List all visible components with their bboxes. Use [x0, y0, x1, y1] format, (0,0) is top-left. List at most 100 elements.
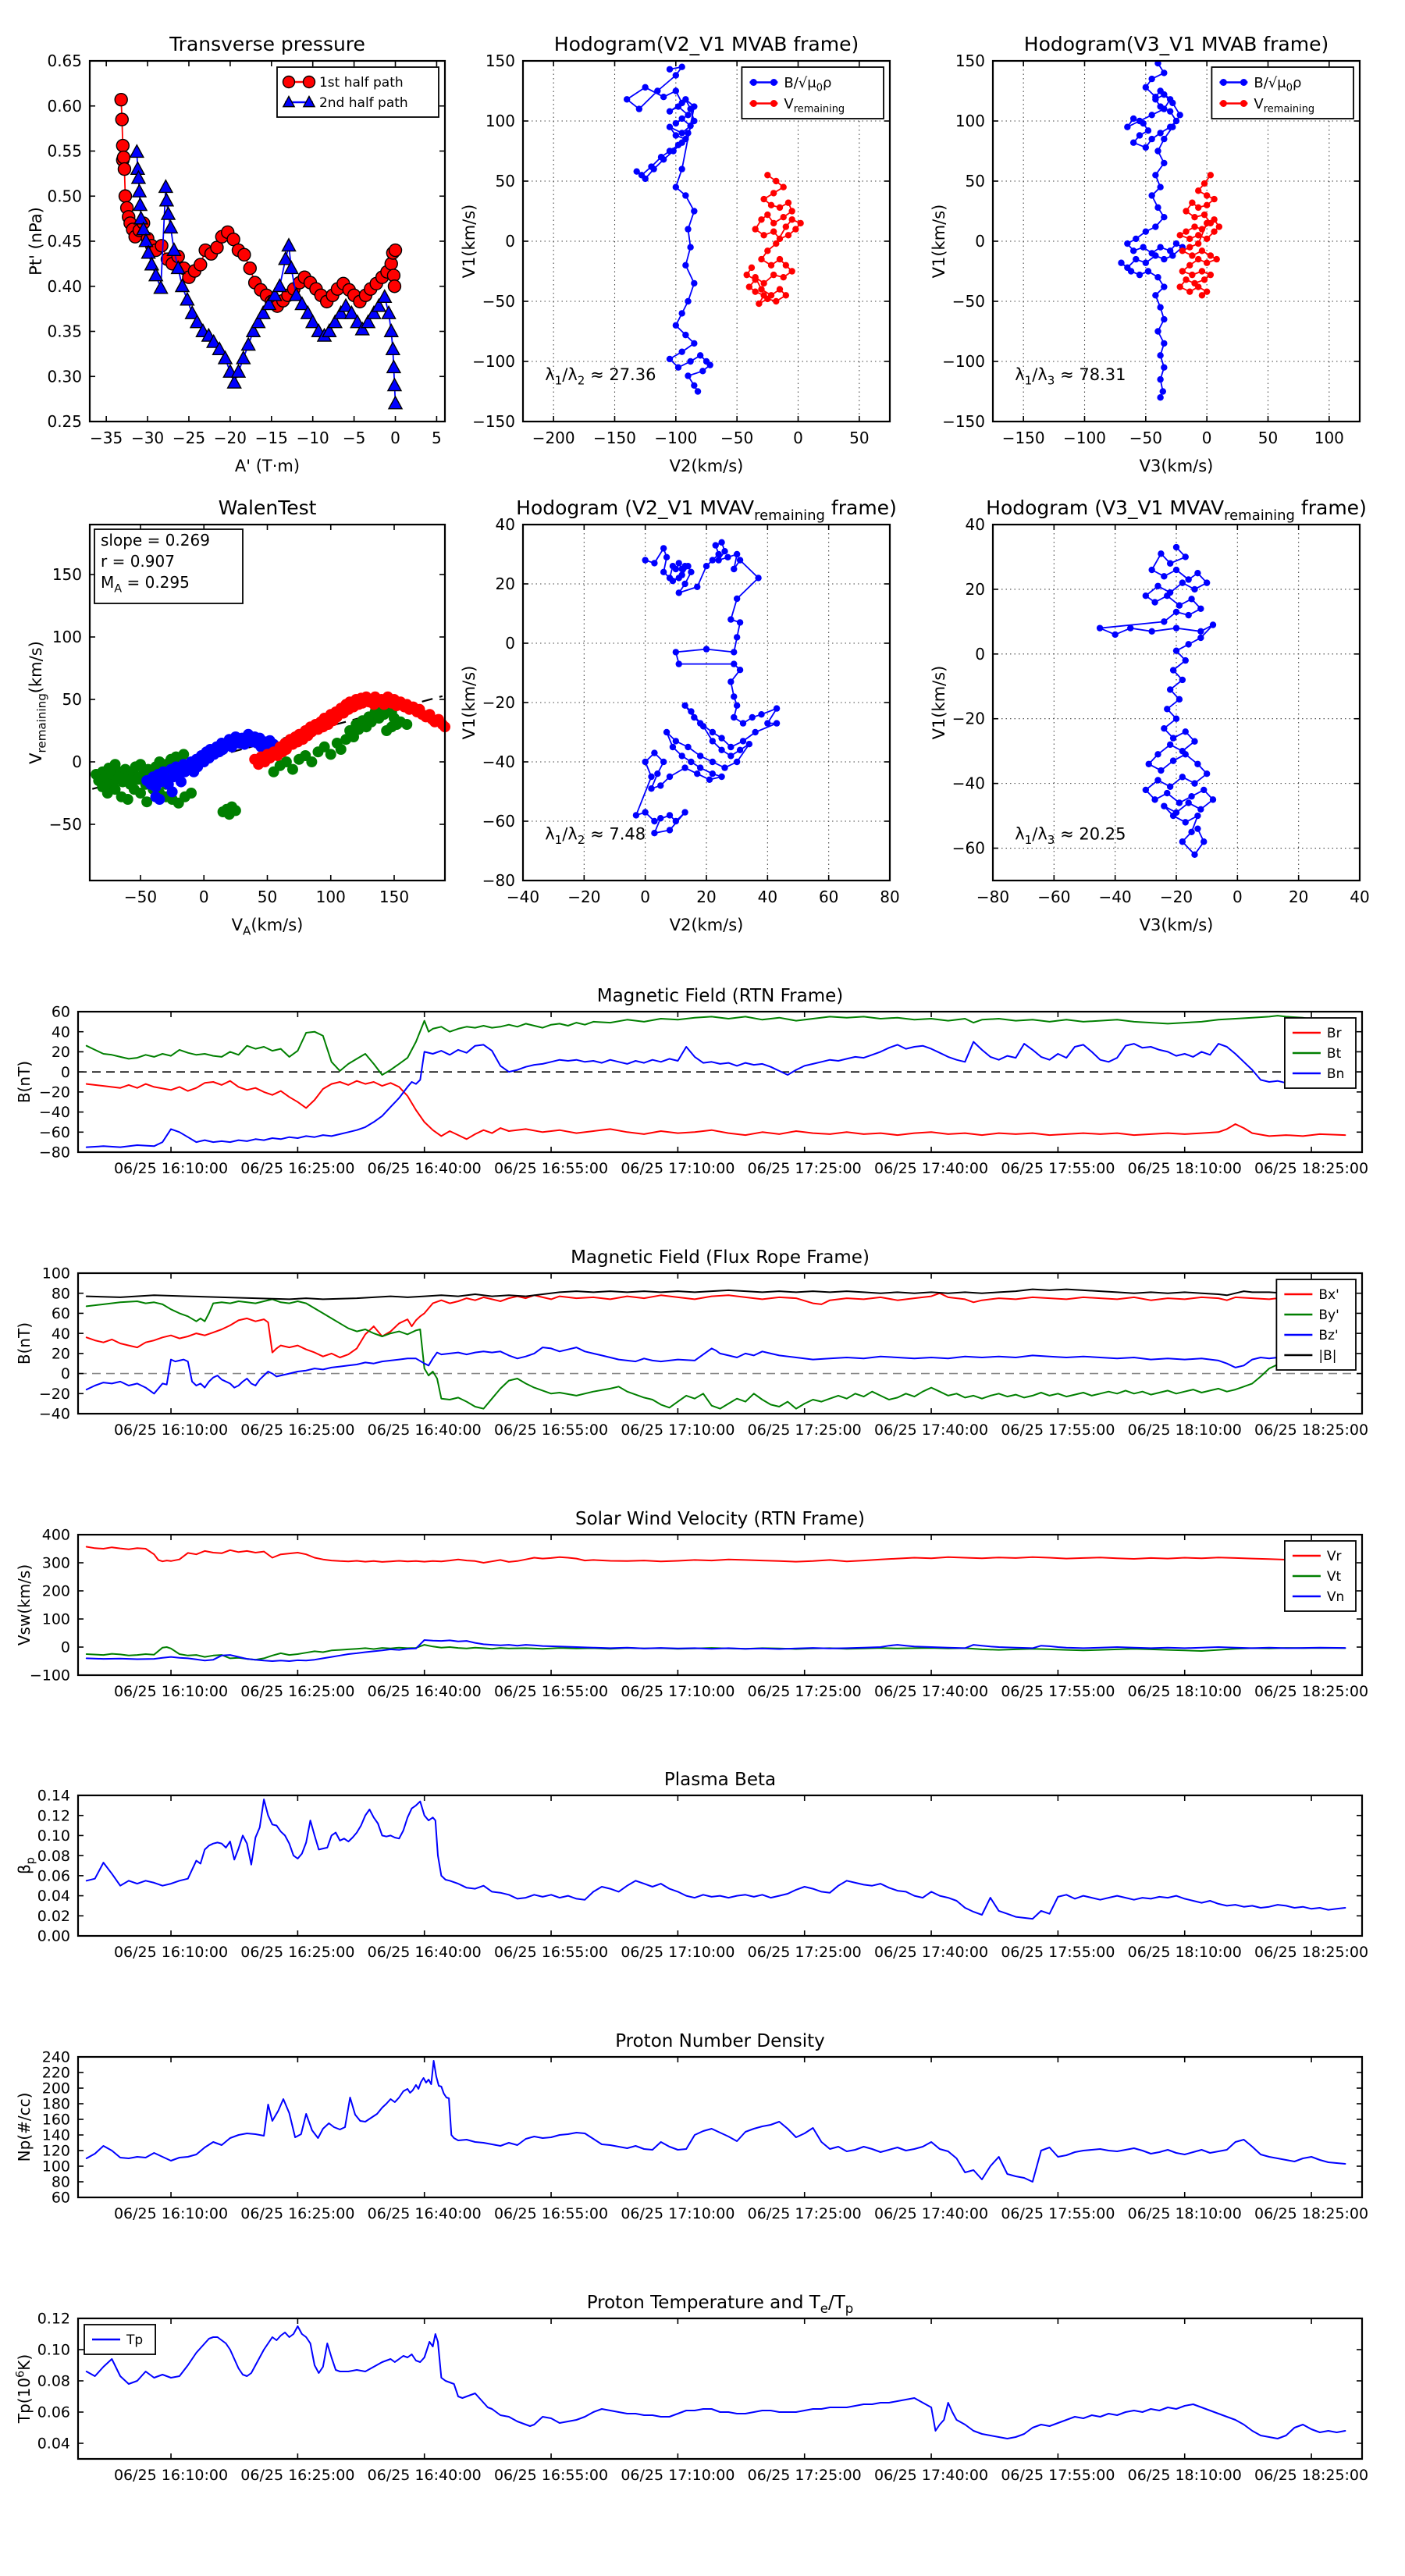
- svg-text:06/25 18:10:00: 06/25 18:10:00: [1128, 1160, 1242, 1177]
- svg-text:06/25 17:10:00: 06/25 17:10:00: [621, 1421, 735, 1439]
- svg-text:0.12: 0.12: [37, 2311, 70, 2328]
- svg-text:0: 0: [61, 1365, 70, 1382]
- svg-text:−20: −20: [39, 1386, 70, 1403]
- svg-text:220: 220: [42, 2065, 70, 2082]
- svg-text:80: 80: [52, 1285, 70, 1302]
- svg-text:180: 180: [42, 2096, 70, 2113]
- svg-text:06/25 17:55:00: 06/25 17:55:00: [1001, 2467, 1115, 2484]
- svg-text:λ1/λ2 ≈ 7.48: λ1/λ2 ≈ 7.48: [545, 825, 646, 848]
- svg-text:Vsw(km/s): Vsw(km/s): [15, 1564, 34, 1646]
- svg-text:A' (T·m): A' (T·m): [235, 457, 300, 475]
- svg-text:40: 40: [52, 1325, 70, 1343]
- svg-text:06/25 16:40:00: 06/25 16:40:00: [368, 1944, 482, 1961]
- svg-text:−40: −40: [507, 888, 539, 906]
- svg-text:06/25 17:40:00: 06/25 17:40:00: [874, 2467, 988, 2484]
- svg-text:−50: −50: [1129, 429, 1162, 447]
- svg-text:06/25 18:25:00: 06/25 18:25:00: [1254, 1421, 1368, 1439]
- svg-text:06/25 17:40:00: 06/25 17:40:00: [874, 1683, 988, 1700]
- svg-text:06/25 16:10:00: 06/25 16:10:00: [114, 2205, 228, 2222]
- panel-plasma-beta: 06/25 16:10:00 06/25 16:25:00 06/25 16:40:…: [4, 1758, 1405, 2000]
- svg-text:0.00: 0.00: [37, 1928, 70, 1945]
- svg-text:160: 160: [42, 2112, 70, 2129]
- svg-text:V3(km/s): V3(km/s): [1140, 916, 1214, 934]
- panel-hodogram-v2v1-mvab: −200 −150 −100 −50 0 50 −150 −100 −50 0 50 100 150 Ho…: [449, 23, 935, 486]
- svg-text:60: 60: [52, 1305, 70, 1322]
- svg-text:−40: −40: [39, 1406, 70, 1423]
- svg-text:50: 50: [966, 172, 985, 190]
- panel-transverse-pressure: −35 −30 −25 −20 −15 −10 −5 0 5 0.25 0.30 0.35 0.40 0.…: [16, 23, 490, 486]
- svg-text:06/25 16:25:00: 06/25 16:25:00: [240, 2205, 354, 2222]
- svg-text:Vremaining: Vremaining: [784, 96, 845, 116]
- svg-text:Vn: Vn: [1327, 1589, 1344, 1605]
- panel-solar-wind-velocity: 06/25 16:10:00 06/25 16:25:00 06/25 16:40:…: [4, 1497, 1405, 1739]
- svg-text:06/25 18:10:00: 06/25 18:10:00: [1128, 1944, 1242, 1961]
- svg-text:0.30: 0.30: [47, 367, 82, 386]
- svg-text:06/25 16:40:00: 06/25 16:40:00: [368, 1683, 482, 1700]
- svg-text:0.06: 0.06: [37, 1868, 70, 1885]
- svg-text:0: 0: [640, 888, 650, 906]
- svg-text:Vremaining: Vremaining: [1254, 96, 1314, 116]
- svg-text:150: 150: [52, 565, 82, 584]
- svg-text:20: 20: [52, 1346, 70, 1363]
- svg-text:120: 120: [42, 2143, 70, 2160]
- panel-proton-number-density: 06/25 16:10:00 06/25 16:25:00 06/25 16:40:…: [4, 2019, 1405, 2261]
- svg-text:20: 20: [696, 888, 716, 906]
- svg-text:−40: −40: [482, 753, 515, 771]
- svg-text:100: 100: [1314, 429, 1344, 447]
- svg-text:06/25 16:40:00: 06/25 16:40:00: [368, 2205, 482, 2222]
- svg-text:Bz': Bz': [1318, 1328, 1338, 1343]
- svg-text:100: 100: [42, 1611, 70, 1628]
- svg-text:V1(km/s): V1(km/s): [460, 205, 478, 279]
- panel-hodogram-v3v1-mvab: −150 −100 −50 0 50 100 −150 −100 −50 0 50 100 150 Hod…: [919, 23, 1405, 486]
- svg-text:100: 100: [486, 112, 515, 130]
- svg-text:Br: Br: [1327, 1026, 1342, 1041]
- svg-text:0.06: 0.06: [37, 2404, 70, 2421]
- svg-text:−40: −40: [1099, 888, 1132, 906]
- svg-text:0.25: 0.25: [47, 412, 82, 431]
- svg-text:−150: −150: [593, 429, 636, 447]
- panel-magnetic-field-rtn: 06/25 16:10:00 06/25 16:25:00 06/25 16:40:…: [4, 974, 1405, 1216]
- svg-text:0.10: 0.10: [37, 2342, 70, 2359]
- svg-text:Magnetic Field (RTN Frame): Magnetic Field (RTN Frame): [597, 986, 844, 1006]
- svg-text:−60: −60: [1037, 888, 1070, 906]
- svg-text:0: 0: [975, 645, 985, 664]
- svg-text:80: 80: [52, 2174, 70, 2191]
- panel-proton-temperature: 06/25 16:10:00 06/25 16:25:00 06/25 16:40:…: [4, 2281, 1405, 2523]
- svg-text:−20: −20: [1160, 888, 1193, 906]
- svg-text:−60: −60: [39, 1124, 70, 1141]
- svg-text:−150: −150: [942, 412, 985, 431]
- svg-text:0: 0: [72, 753, 82, 771]
- svg-text:1st half path: 1st half path: [319, 75, 404, 91]
- svg-text:Pt' (nPa): Pt' (nPa): [27, 207, 45, 276]
- svg-text:06/25 16:40:00: 06/25 16:40:00: [368, 1421, 482, 1439]
- svg-text:20: 20: [496, 575, 515, 593]
- svg-text:0.08: 0.08: [37, 1848, 70, 1865]
- svg-text:B/√μ0ρ: B/√μ0ρ: [1254, 75, 1301, 94]
- svg-text:0.60: 0.60: [47, 97, 82, 116]
- svg-text:06/25 17:55:00: 06/25 17:55:00: [1001, 1160, 1115, 1177]
- svg-text:06/25 16:55:00: 06/25 16:55:00: [494, 2205, 608, 2222]
- svg-text:−20: −20: [214, 429, 247, 447]
- svg-text:λ1/λ3 ≈ 78.31: λ1/λ3 ≈ 78.31: [1015, 365, 1126, 388]
- svg-text:0.50: 0.50: [47, 187, 82, 205]
- svg-text:2nd half path: 2nd half path: [319, 95, 408, 111]
- svg-text:06/25 16:55:00: 06/25 16:55:00: [494, 1160, 608, 1177]
- svg-text:06/25 16:40:00: 06/25 16:40:00: [368, 1160, 482, 1177]
- svg-text:06/25 16:25:00: 06/25 16:25:00: [240, 2467, 354, 2484]
- svg-text:20: 20: [966, 580, 985, 599]
- panel-magnetic-field-fluxrope: 06/25 16:10:00 06/25 16:25:00 06/25 16:40:…: [4, 1236, 1405, 1478]
- svg-text:λ1/λ3 ≈ 20.25: λ1/λ3 ≈ 20.25: [1015, 825, 1126, 848]
- svg-text:06/25 17:55:00: 06/25 17:55:00: [1001, 1944, 1115, 1961]
- svg-text:0.04: 0.04: [37, 1888, 70, 1905]
- svg-text:V1(km/s): V1(km/s): [930, 205, 948, 279]
- svg-text:06/25 18:25:00: 06/25 18:25:00: [1254, 1944, 1368, 1961]
- svg-text:240: 240: [42, 2049, 70, 2066]
- svg-text:VA(km/s): VA(km/s): [232, 916, 304, 938]
- svg-text:40: 40: [1350, 888, 1369, 906]
- svg-text:−100: −100: [472, 352, 515, 371]
- svg-text:06/25 16:55:00: 06/25 16:55:00: [494, 1944, 608, 1961]
- svg-text:Hodogram (V2_V1 MVAVremaining: Hodogram (V2_V1 MVAVremaining frame): [516, 496, 897, 524]
- svg-text:Bx': Bx': [1318, 1287, 1339, 1303]
- svg-text:−20: −20: [952, 710, 985, 728]
- svg-text:−80: −80: [482, 871, 515, 890]
